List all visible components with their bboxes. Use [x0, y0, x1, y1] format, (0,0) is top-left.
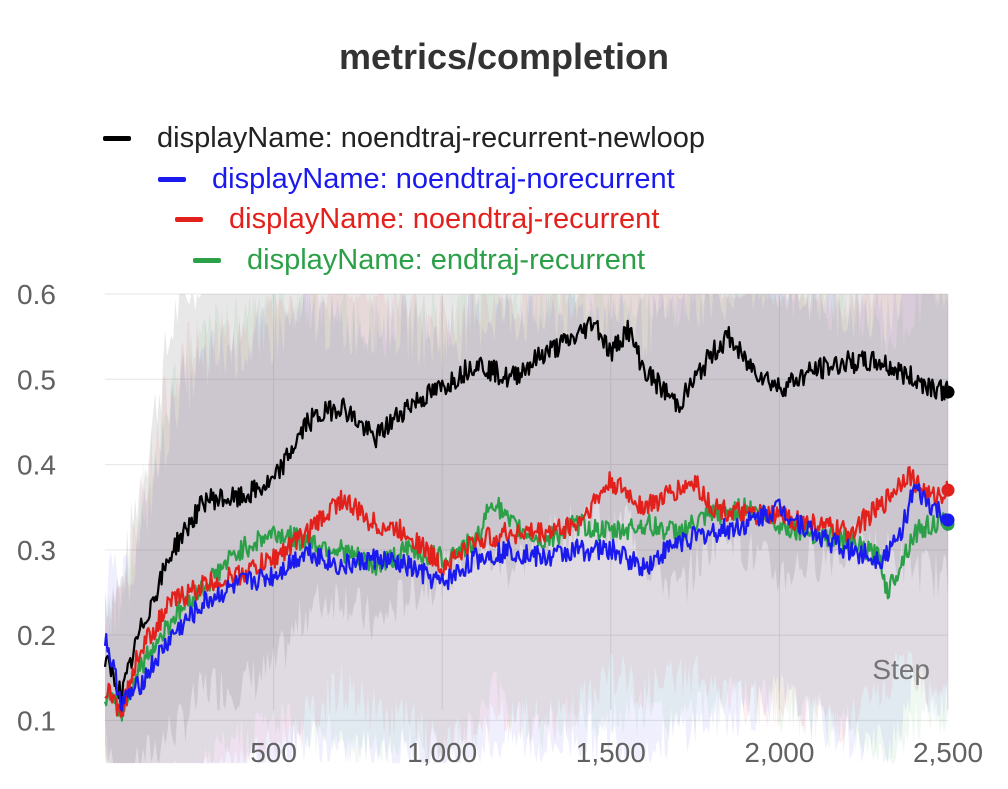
legend-swatch-norecurrent [158, 176, 186, 182]
end-markers [941, 385, 955, 531]
legend-item-newloop[interactable]: displayName: noendtraj-recurrent-newloop [103, 118, 705, 158]
series-lines [103, 316, 950, 722]
series-end-marker [941, 483, 955, 497]
x-tick-label: 2,000 [744, 737, 814, 768]
series-line [103, 316, 950, 705]
y-tick-label: 0.2 [17, 620, 56, 651]
series-end-marker [941, 513, 955, 527]
chart-title: metrics/completion [338, 36, 670, 77]
legend-swatch-recurrent [175, 216, 203, 222]
x-tick-label: 500 [250, 737, 297, 768]
legend-item-recurrent[interactable]: displayName: noendtraj-recurrent [175, 199, 659, 239]
x-axis-label: Step [872, 654, 930, 685]
y-tick-label: 0.6 [17, 279, 56, 310]
legend-label-norecurrent: displayName: noendtraj-norecurrent [212, 162, 675, 195]
legend-label-recurrent: displayName: noendtraj-recurrent [229, 202, 660, 235]
legend-item-norecurrent[interactable]: displayName: noendtraj-norecurrent [158, 159, 675, 199]
y-tick-label: 0.5 [17, 364, 56, 395]
series-line [103, 483, 950, 712]
y-tick-label: 0.3 [17, 535, 56, 566]
legend-swatch-endtraj [193, 257, 221, 263]
axis-labels: 0.1 0.2 0.3 0.4 0.5 0.6 500 1,000 1,500 2,000 2,50… [17, 279, 983, 768]
y-tick-label: 0.4 [17, 450, 56, 481]
grid [105, 293, 949, 721]
legend-label-endtraj: displayName: endtraj-recurrent [247, 243, 646, 276]
legend-item-endtraj[interactable]: displayName: endtraj-recurrent [193, 240, 645, 280]
series-end-marker [941, 385, 955, 399]
x-tick-label: 1,500 [576, 737, 646, 768]
legend-swatch-newloop [103, 135, 131, 141]
legend-label-newloop: displayName: noendtraj-recurrent-newloop [157, 121, 706, 154]
x-tick-label: 2,500 [913, 737, 983, 768]
y-tick-label: 0.1 [17, 705, 56, 736]
x-tick-label: 1,000 [407, 737, 477, 768]
